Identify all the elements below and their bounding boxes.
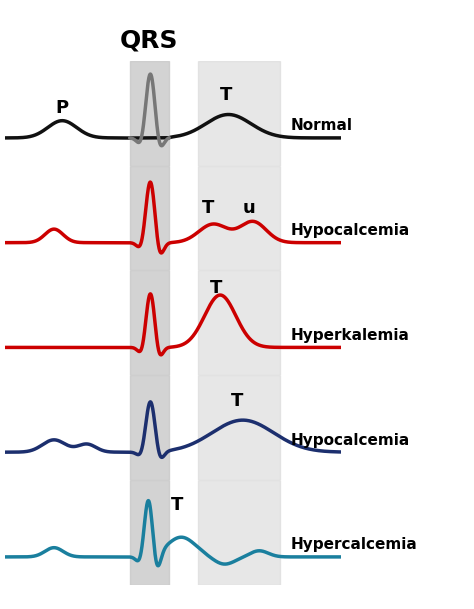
Bar xyxy=(198,480,280,585)
Text: Hypocalcemia: Hypocalcemia xyxy=(291,432,410,448)
Text: QRS: QRS xyxy=(120,29,179,53)
Text: T: T xyxy=(230,392,243,410)
Bar xyxy=(130,480,169,585)
Bar xyxy=(130,375,169,480)
Text: T: T xyxy=(220,86,233,104)
Text: Hyperkalemia: Hyperkalemia xyxy=(291,328,410,343)
Bar xyxy=(130,270,169,375)
Text: T: T xyxy=(171,496,183,514)
Bar xyxy=(130,61,169,166)
Text: T: T xyxy=(202,199,214,217)
Text: Hypocalcemia: Hypocalcemia xyxy=(291,223,410,238)
Bar xyxy=(198,166,280,270)
Text: u: u xyxy=(243,199,255,217)
Text: T: T xyxy=(210,279,222,297)
Bar xyxy=(130,166,169,270)
Text: P: P xyxy=(55,99,69,117)
Bar xyxy=(198,61,280,166)
Bar xyxy=(198,270,280,375)
Text: Normal: Normal xyxy=(291,118,353,133)
Text: Hypercalcemia: Hypercalcemia xyxy=(291,537,418,552)
Bar xyxy=(198,375,280,480)
